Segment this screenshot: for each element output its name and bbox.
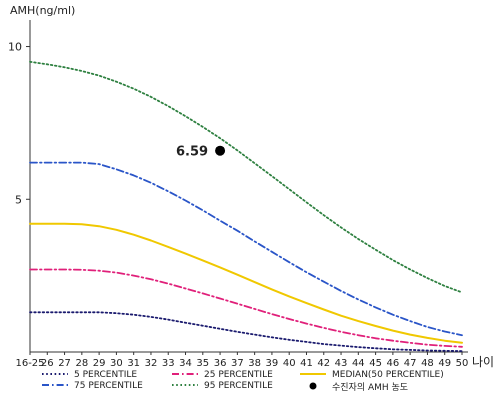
x-tick-label: 37 [231, 358, 244, 369]
x-tick-label: 38 [248, 358, 261, 369]
x-tick-label: 27 [58, 358, 71, 369]
legend-label: 수진자의 AMH 농도 [332, 382, 408, 393]
x-tick-label: 34 [179, 358, 192, 369]
x-tick-label: 31 [127, 358, 140, 369]
x-tick-label: 40 [283, 358, 296, 369]
patient-marker [215, 145, 226, 156]
legend-label: MEDIAN(50 PERCENTILE) [332, 370, 444, 380]
y-tick-label: 5 [15, 193, 22, 206]
x-tick-label: 32 [145, 358, 158, 369]
x-tick-label: 30 [110, 358, 123, 369]
series-line [29, 161, 463, 337]
x-tick-label: 16-25 [15, 358, 44, 369]
legend-label: 75 PERCENTILE [74, 381, 143, 391]
x-tick-label: 28 [75, 358, 88, 369]
y-axis-title: AMH(ng/ml) [10, 4, 75, 17]
x-tick-label: 48 [421, 358, 434, 369]
legend-label: 25 PERCENTILE [204, 370, 273, 380]
x-axis-title: 나이 [472, 355, 494, 369]
series-line [29, 268, 463, 348]
x-tick-label: 45 [369, 358, 382, 369]
legend-label: 5 PERCENTILE [74, 370, 137, 380]
series-line [29, 311, 463, 353]
x-tick-label: 33 [162, 358, 175, 369]
x-tick-label: 46 [387, 358, 400, 369]
series-lines [29, 60, 463, 353]
series-line [29, 60, 463, 294]
y-tick-label: 10 [8, 41, 22, 54]
x-tick-label: 49 [438, 358, 451, 369]
x-tick-label: 29 [93, 358, 106, 369]
x-tick-label: 47 [404, 358, 417, 369]
patient-value-label: 6.59 [176, 145, 208, 160]
x-tick-label: 42 [317, 358, 330, 369]
x-tick-label: 43 [335, 358, 348, 369]
patient-marker-group: 6.59 [176, 145, 226, 160]
x-tick-label: 39 [266, 358, 279, 369]
legend-label: 95 PERCENTILE [204, 381, 273, 391]
legend-patient-dot [309, 382, 317, 390]
x-tick-label: 41 [300, 358, 313, 369]
x-tick-label: 36 [214, 358, 227, 369]
x-tick-label: 26 [41, 358, 54, 369]
x-tick-label: 50 [456, 358, 469, 369]
series-line [29, 222, 463, 344]
legend: 5 PERCENTILE 25 PERCENTILE MEDIAN(50 PERCE… [42, 370, 444, 393]
x-tick-label: 35 [196, 358, 209, 369]
x-tick-label: 44 [352, 358, 365, 369]
